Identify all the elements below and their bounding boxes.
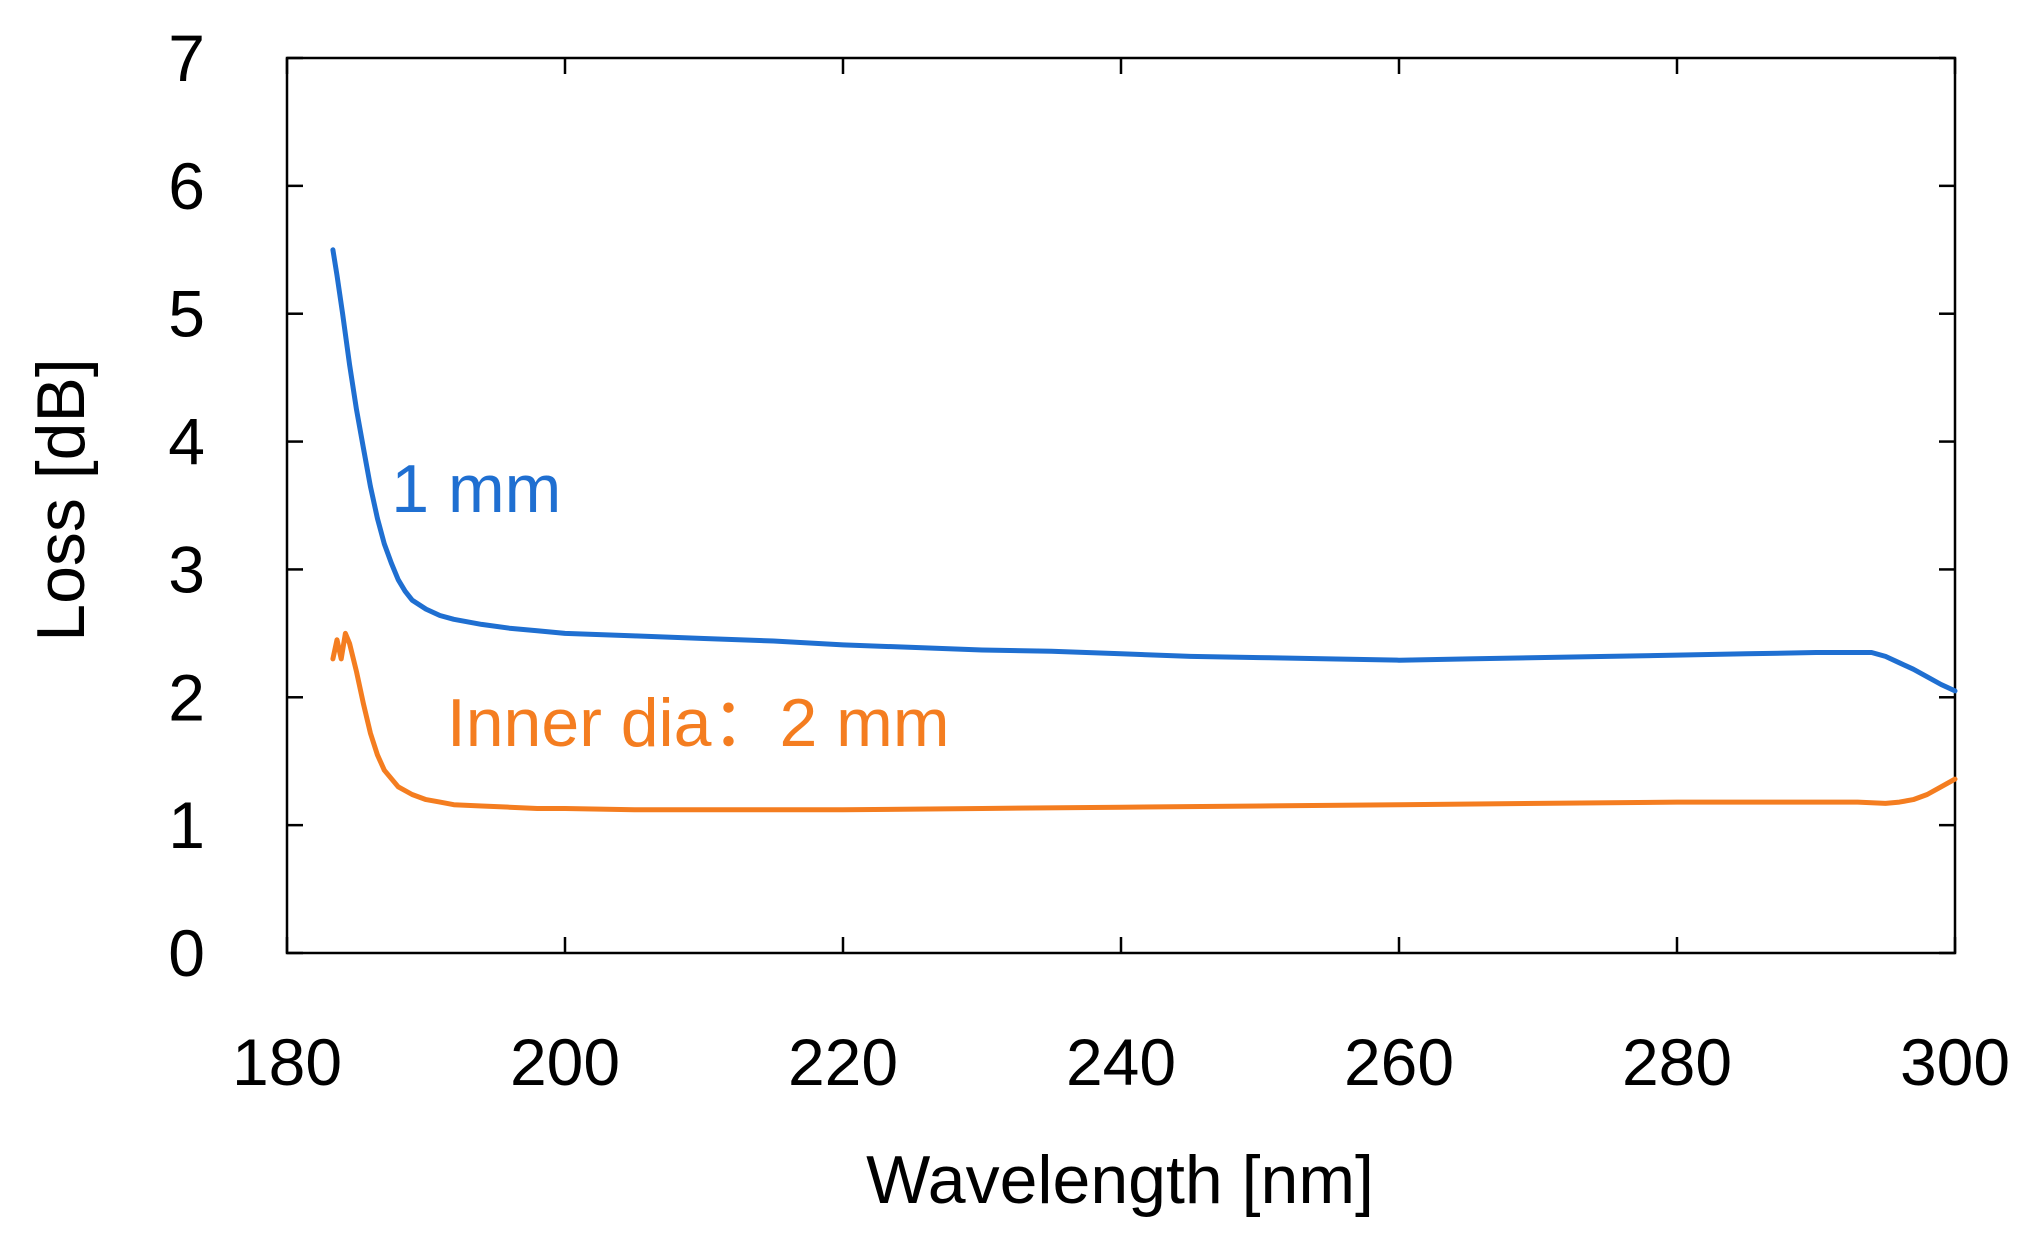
series-line-2mm [330, 630, 1958, 813]
series-layer [330, 247, 1958, 813]
y-tick-label: 6 [168, 149, 205, 223]
y-tick-label: 0 [168, 916, 205, 990]
y-tick-label: 7 [168, 21, 205, 95]
series-label-1mm: 1 mm [391, 451, 561, 527]
y-tick-label: 4 [168, 405, 205, 479]
axis-ticks [285, 56, 1957, 955]
y-tick-label: 3 [168, 532, 205, 606]
x-tick-label: 220 [788, 1025, 898, 1099]
annotation-layer: 1 mm Inner dia：2 mm [391, 451, 949, 761]
x-tick-label: 260 [1344, 1025, 1454, 1099]
y-axis-title: Loss [dB] [23, 358, 99, 642]
axis-tick-labels: 180 200 220 240 260 280 300 0 1 2 3 4 5 6 7 [168, 21, 2010, 1099]
x-axis-title: Wavelength [nm] [866, 1142, 1374, 1218]
x-tick-label: 200 [510, 1025, 620, 1099]
y-tick-label: 2 [168, 660, 205, 734]
x-tick-label: 240 [1066, 1025, 1176, 1099]
series-line-1mm [330, 247, 1958, 694]
y-tick-label: 5 [168, 277, 205, 351]
x-tick-label: 300 [1900, 1025, 2010, 1099]
y-tick-label: 1 [168, 788, 205, 862]
series-label-2mm: Inner dia：2 mm [447, 685, 950, 761]
x-tick-label: 280 [1622, 1025, 1732, 1099]
x-tick-label: 180 [232, 1025, 342, 1099]
